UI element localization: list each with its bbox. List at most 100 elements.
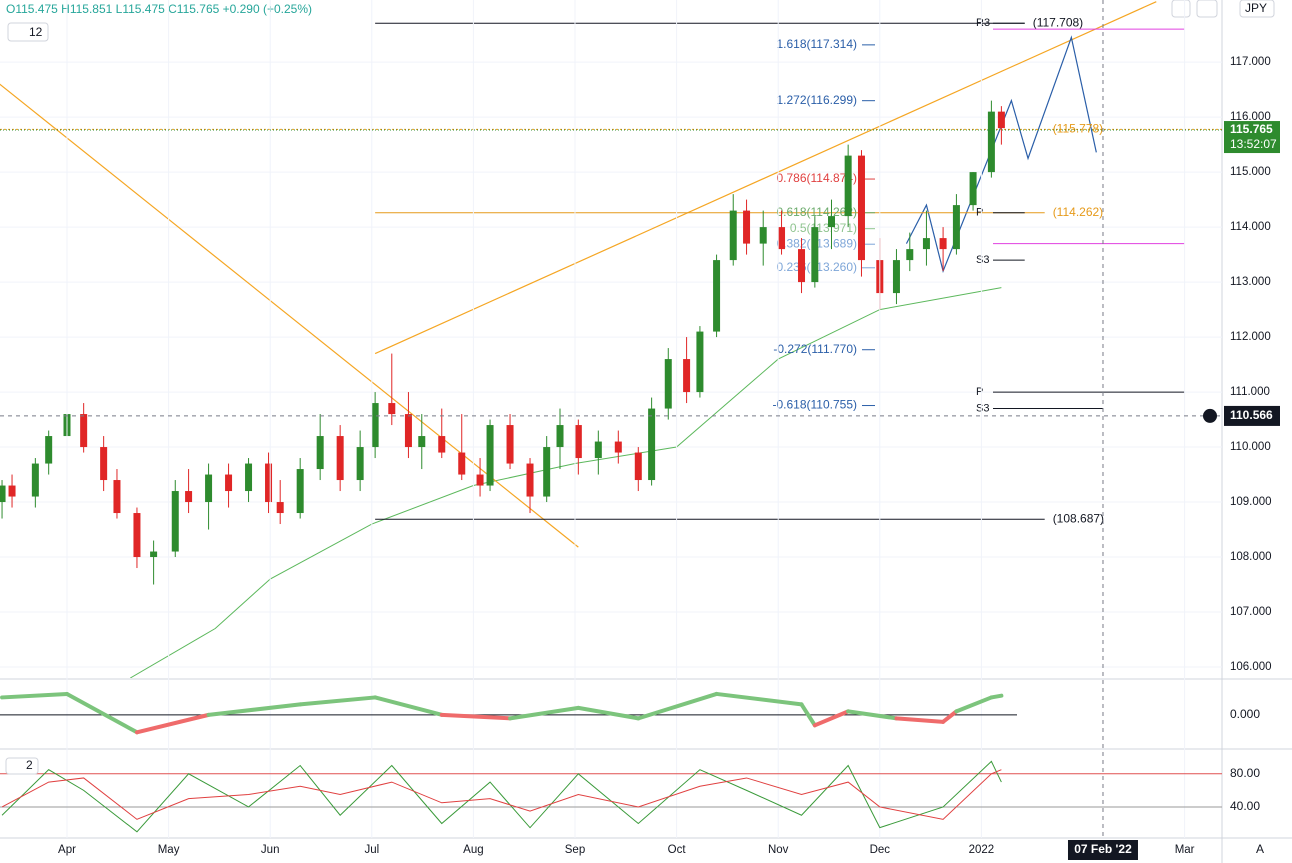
candle-body <box>648 408 656 481</box>
candle-body <box>997 111 1005 129</box>
interval[interactable]: 12 <box>29 25 43 39</box>
button[interactable] <box>1171 0 1191 18</box>
candle-body <box>205 474 213 503</box>
candle-body <box>798 249 806 283</box>
x-tick-label: Nov <box>768 844 789 856</box>
pivot-label: S3 <box>976 402 989 414</box>
fib-label: -0.272(111.770) <box>773 342 857 356</box>
crosshair-price-box <box>1224 405 1280 426</box>
osc-segment <box>373 695 444 717</box>
add-button[interactable] <box>1203 408 1217 423</box>
candle-body <box>438 436 446 453</box>
trend-line <box>905 35 1097 274</box>
candle-body <box>743 210 751 244</box>
osc-segment <box>636 691 719 721</box>
candle-body <box>336 436 344 481</box>
fib-label: 0.618(114.262) <box>776 205 857 219</box>
last-price: 115.765 <box>1230 122 1273 136</box>
y-tick-label: 110.000 <box>1230 441 1271 453</box>
candle-body <box>45 436 53 464</box>
y-tick-label: 113.000 <box>1230 276 1271 288</box>
candle-body <box>0 485 6 503</box>
osc-segment <box>954 695 994 714</box>
button[interactable] <box>1196 0 1218 18</box>
pivot-label: S3 <box>976 254 989 266</box>
candle-body <box>245 463 253 492</box>
osc-segment <box>439 712 513 721</box>
candle-body <box>31 463 39 497</box>
interval-box[interactable] <box>7 22 49 42</box>
osc-segment <box>714 691 804 707</box>
countdown: 13:52:07 <box>1230 137 1277 151</box>
x-tick-label: May <box>158 844 180 856</box>
candle-body <box>556 425 564 448</box>
candle-body <box>185 491 193 503</box>
y-tick-label: 109.000 <box>1230 496 1272 508</box>
candle-body <box>458 452 466 475</box>
currency[interactable]: JPY <box>1245 1 1267 15</box>
y-tick-label: 112.000 <box>1230 331 1271 343</box>
y-tick-label: 114.000 <box>1230 221 1271 233</box>
osc-segment <box>941 709 959 724</box>
candle-body <box>133 513 141 558</box>
candle-body <box>100 447 108 481</box>
candle-body <box>265 463 273 503</box>
candle-body <box>113 480 121 514</box>
x-tick-label: Apr <box>58 844 76 856</box>
candle-body <box>857 155 865 261</box>
candle-body <box>664 359 672 409</box>
fib-label: 0.786(114.874) <box>776 171 857 185</box>
candle-body <box>543 447 551 497</box>
osc-segment <box>0 691 69 700</box>
candle-body <box>594 441 602 459</box>
y-tick-label: 106.000 <box>1230 661 1272 673</box>
last-price-box <box>1224 121 1280 154</box>
candle-body <box>526 463 534 497</box>
x-tick-label: Jun <box>261 844 280 856</box>
y-tick-label: 107.000 <box>1230 606 1272 618</box>
candle-body <box>729 210 737 261</box>
osc-segment <box>298 695 378 707</box>
auto-scale[interactable]: A <box>1256 842 1264 856</box>
candle-body <box>296 469 304 514</box>
stoch-tick-label: 40.00 <box>1230 799 1260 813</box>
ohlc-header: O115.475 H115.851 L115.475 C115.765 +0.2… <box>6 2 312 16</box>
y-tick-label: 111.000 <box>1230 386 1270 398</box>
candle-body <box>713 260 721 332</box>
level-label: (117.708) <box>1033 15 1083 29</box>
candle-body <box>683 359 691 393</box>
osc-segment <box>812 709 851 728</box>
candle-body <box>827 216 835 228</box>
stoch-label-box <box>5 757 39 775</box>
pivot-label: P <box>976 386 983 398</box>
x-tick-label: Aug <box>463 844 483 856</box>
crosshair-price: 110.566 <box>1230 408 1273 422</box>
currency-box[interactable] <box>1239 0 1275 18</box>
pivot-label: P <box>976 207 983 219</box>
candle-body <box>316 436 324 470</box>
candle-body <box>225 474 233 492</box>
candle-body <box>939 238 947 250</box>
osc-segment <box>508 705 581 721</box>
candle-body <box>844 155 852 217</box>
candle-body <box>634 452 642 481</box>
x-tick-label: Dec <box>870 844 891 856</box>
x-tick-label: Mar <box>1175 844 1195 856</box>
candle-body <box>892 260 900 294</box>
y-tick-label: 117.000 <box>1230 56 1271 68</box>
candle-body <box>171 491 179 552</box>
osc-segment <box>576 705 641 721</box>
candle-body <box>614 441 622 453</box>
candle-body <box>388 403 396 415</box>
crosshair-date: 07 Feb '22 <box>1074 842 1132 856</box>
osc-segment <box>65 691 139 735</box>
x-tick-label: 2022 <box>969 844 995 856</box>
level-label: (115.778) <box>1053 122 1103 136</box>
candle-body <box>969 172 977 206</box>
fib-label: 0.5(113.971) <box>790 221 857 235</box>
candle-body <box>356 447 364 481</box>
candle-body <box>574 425 582 459</box>
candle-body <box>150 551 158 558</box>
